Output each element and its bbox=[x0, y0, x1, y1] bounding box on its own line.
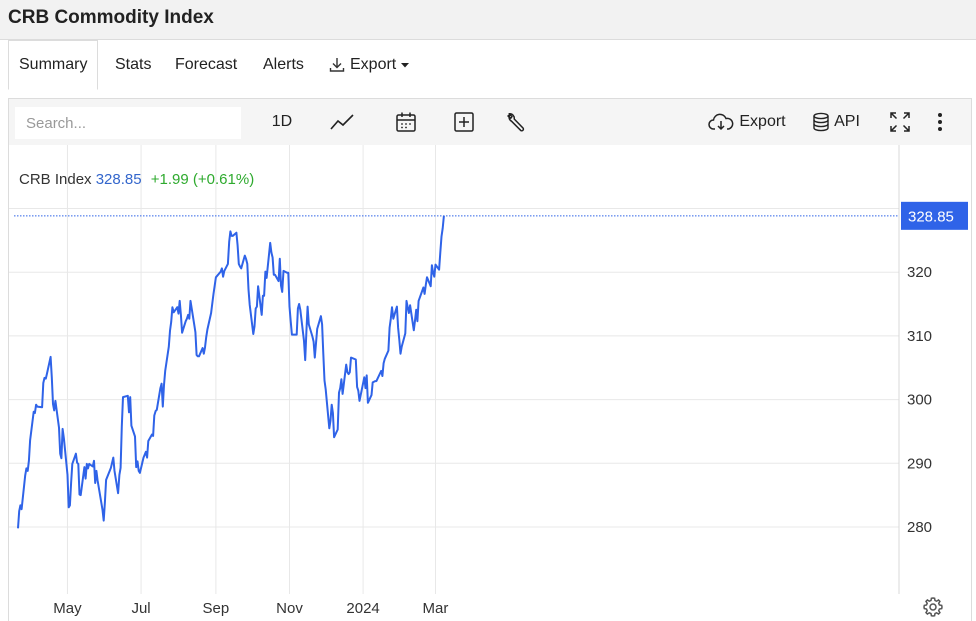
tab-export[interactable]: Export bbox=[328, 40, 411, 89]
tab-bar: Summary Stats Forecast Alerts Export bbox=[0, 40, 976, 90]
fullscreen-button[interactable] bbox=[885, 99, 915, 145]
y-tick-label: 280 bbox=[907, 519, 932, 536]
tab-summary[interactable]: Summary bbox=[8, 40, 99, 90]
y-tick-label: 300 bbox=[907, 392, 932, 409]
last-price-label: 328.85 bbox=[901, 201, 968, 230]
series-line-crb-index[interactable] bbox=[17, 215, 445, 529]
last-price-value: 328.85 bbox=[908, 208, 954, 225]
tab-summary-label: Summary bbox=[19, 56, 88, 73]
settings-tool-button[interactable] bbox=[501, 99, 531, 145]
database-icon bbox=[813, 112, 829, 132]
tab-alerts[interactable]: Alerts bbox=[263, 40, 304, 89]
chart-type-button[interactable] bbox=[327, 99, 357, 145]
x-tick-label: Mar bbox=[423, 600, 449, 617]
x-tick-label: 2024 bbox=[346, 600, 379, 617]
x-tick-label: Nov bbox=[276, 600, 303, 617]
chart-legend: CRB Index 328.85 +1.99 (+0.61%) bbox=[19, 171, 254, 188]
x-tick-label: May bbox=[53, 600, 82, 617]
tab-forecast-label: Forecast bbox=[175, 56, 238, 73]
tab-forecast[interactable]: Forecast bbox=[175, 40, 237, 89]
fullscreen-icon bbox=[890, 112, 910, 132]
tab-alerts-label: Alerts bbox=[263, 56, 304, 73]
cloud-download-icon bbox=[708, 113, 734, 131]
line-chart-icon bbox=[330, 114, 354, 130]
interval-button[interactable]: 1D bbox=[265, 99, 299, 145]
chart-panel: 1D bbox=[8, 98, 972, 621]
more-options-button[interactable] bbox=[925, 99, 955, 145]
api-label: API bbox=[834, 113, 860, 130]
calendar-icon bbox=[396, 112, 416, 132]
chart-grid bbox=[9, 145, 899, 594]
export-button[interactable]: Export bbox=[705, 99, 789, 145]
more-vertical-icon bbox=[938, 113, 942, 131]
last-price-tag bbox=[901, 201, 968, 230]
tab-export-label: Export bbox=[350, 55, 397, 73]
date-range-button[interactable] bbox=[391, 99, 421, 145]
interval-label: 1D bbox=[271, 113, 293, 130]
export-label: Export bbox=[739, 113, 786, 130]
add-box-icon bbox=[454, 112, 474, 132]
caret-down-icon bbox=[401, 62, 410, 67]
wrench-icon bbox=[507, 113, 525, 132]
y-tick-label: 320 bbox=[907, 264, 932, 281]
tab-stats-label: Stats bbox=[115, 56, 152, 73]
download-icon bbox=[329, 57, 345, 72]
page-title: CRB Commodity Index bbox=[8, 7, 214, 28]
x-axis-ticks: May Jul Sep Nov 2024 Mar bbox=[53, 600, 448, 617]
y-tick-label: 290 bbox=[907, 455, 932, 472]
legend-value: 328.85 bbox=[95, 171, 142, 188]
search-input[interactable] bbox=[15, 107, 241, 139]
legend-change: +1.99 (+0.61%) bbox=[150, 171, 255, 188]
add-indicator-button[interactable] bbox=[449, 99, 479, 145]
chart-settings-gear-icon[interactable] bbox=[922, 596, 944, 618]
tab-stats[interactable]: Stats bbox=[115, 40, 151, 89]
chart-toolbar: 1D bbox=[9, 99, 971, 145]
legend-series-name: CRB Index bbox=[19, 171, 92, 188]
y-tick-label: 310 bbox=[907, 328, 932, 345]
x-tick-label: Sep bbox=[203, 600, 230, 617]
x-tick-label: Jul bbox=[131, 600, 150, 617]
title-bar: CRB Commodity Index bbox=[0, 0, 976, 40]
y-axis-ticks: 280 290 300 310 320 bbox=[907, 264, 932, 536]
api-button[interactable]: API bbox=[809, 99, 863, 145]
